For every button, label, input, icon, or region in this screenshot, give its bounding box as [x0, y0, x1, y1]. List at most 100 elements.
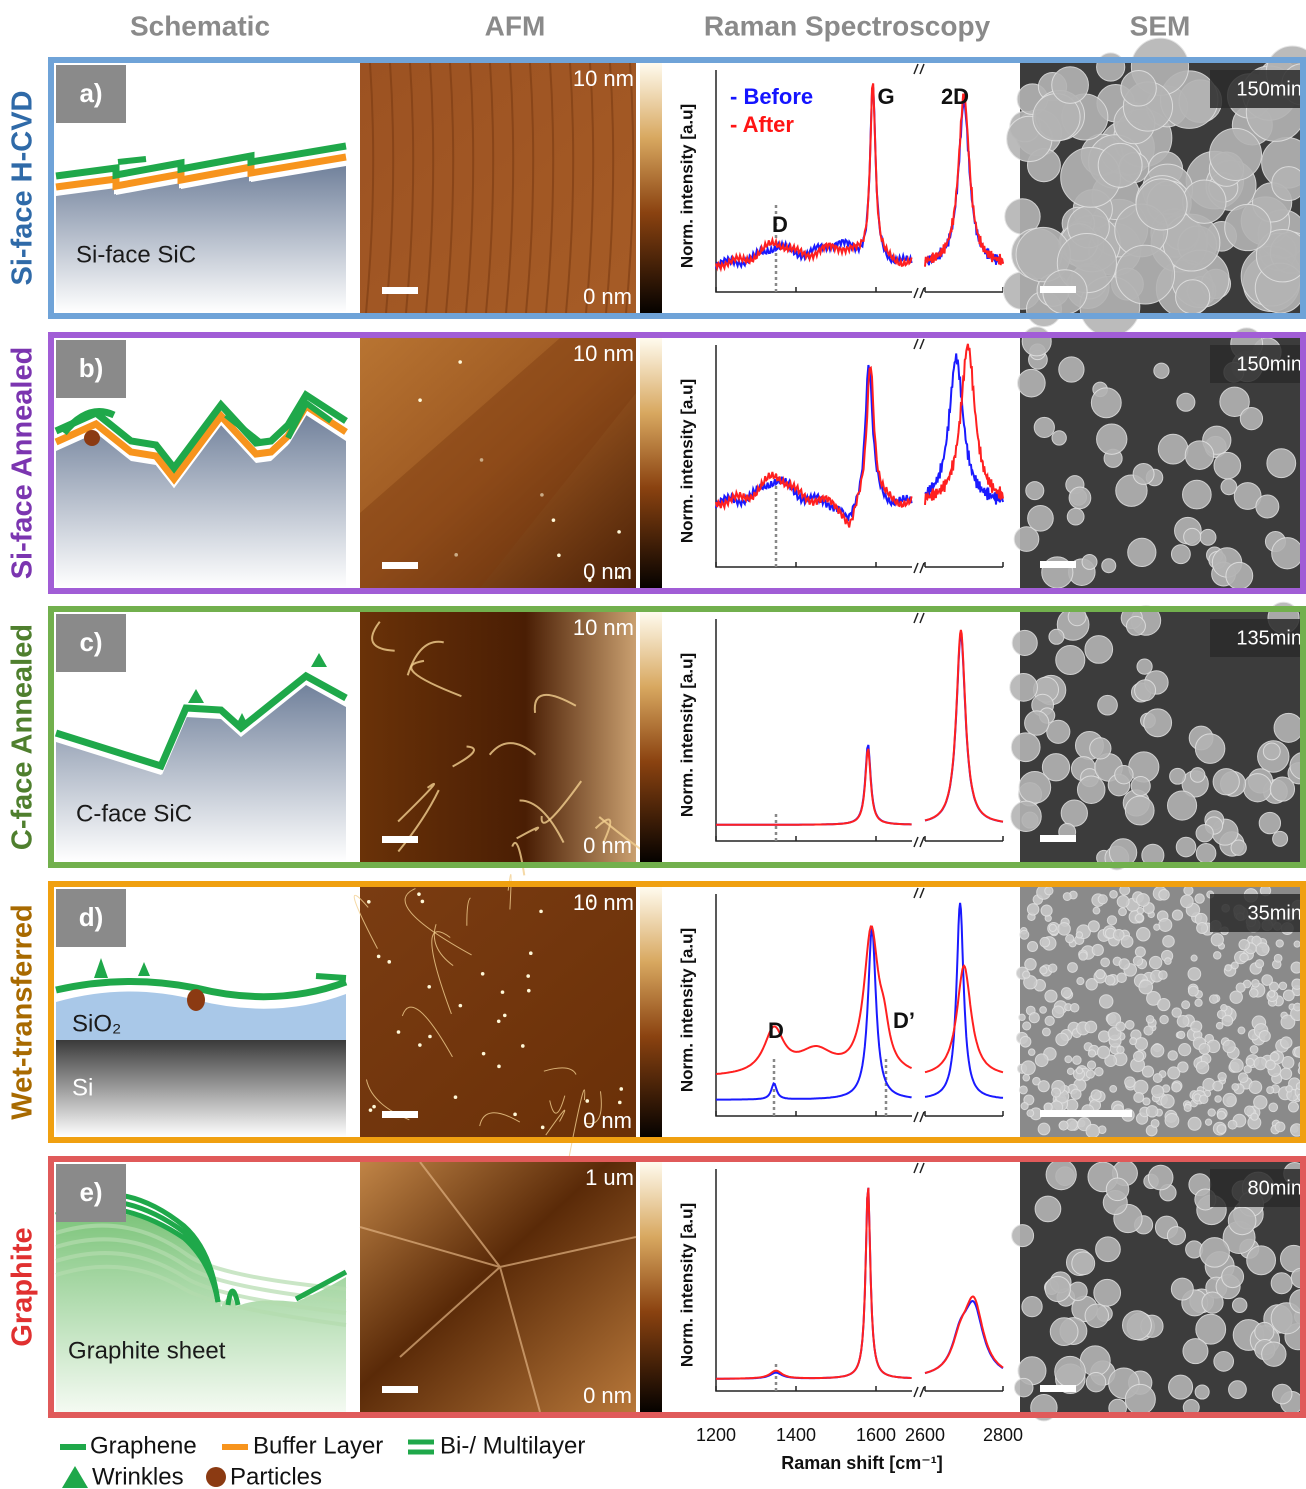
sem-grain [1041, 905, 1052, 916]
afm-particle [418, 1043, 422, 1047]
sem-grain [1268, 991, 1275, 998]
sem-grain [1154, 363, 1169, 378]
sem-grain [1146, 1015, 1154, 1023]
sem-grain [1215, 1096, 1222, 1103]
sem-grain [1125, 1020, 1134, 1029]
sem-grain [1011, 801, 1041, 831]
sem-grain [1286, 1086, 1292, 1092]
column-header: Raman Spectroscopy [704, 10, 991, 41]
sem-grain [1052, 67, 1089, 104]
sem-grain [1259, 1030, 1270, 1041]
afm-particle [497, 1065, 501, 1069]
afm-max-label: 1 um [585, 1165, 634, 1190]
sem-grain [1085, 1021, 1097, 1033]
sem-grain [1022, 1296, 1042, 1316]
sem-grain [1073, 1056, 1081, 1064]
afm-particle [497, 1020, 501, 1024]
sem-grain [1092, 944, 1103, 955]
sem-grain [1165, 1114, 1179, 1128]
sem-grain [1122, 1311, 1151, 1340]
sem-grain [1250, 1046, 1258, 1054]
sem-grain [1188, 1117, 1201, 1130]
column-header: SEM [1130, 10, 1191, 41]
sem-grain [1272, 538, 1303, 569]
sem-grain [1034, 417, 1054, 437]
sem-grain [1239, 939, 1249, 949]
sem-grain [1213, 952, 1220, 959]
afm-max-label: 10 nm [573, 66, 634, 91]
afm-min-label: 0 nm [583, 1108, 632, 1133]
sem-grain [1170, 768, 1186, 784]
afm-particle [539, 910, 543, 914]
sem-grain [1072, 1252, 1095, 1275]
sem-grain [1101, 958, 1110, 967]
sem-grain [1231, 962, 1238, 969]
column-header: AFM [485, 10, 546, 41]
raman-bg [668, 338, 1014, 588]
sem-grain [1280, 1068, 1291, 1079]
sem-grain [1172, 1008, 1181, 1017]
sem-grain [1176, 837, 1196, 857]
sem-grain [1188, 968, 1201, 981]
sem-grain [1028, 1049, 1035, 1056]
sem-grain [1240, 407, 1262, 429]
afm-scale-bar [382, 1111, 418, 1118]
sem-grain [1256, 495, 1279, 518]
sem-grain [1217, 1125, 1226, 1134]
sem-grain [1159, 971, 1168, 980]
sem-grain [1244, 1066, 1251, 1073]
sem-grain [1216, 1022, 1223, 1029]
sem-grain [1113, 930, 1124, 941]
sem-grain [1149, 956, 1161, 968]
sem-grain [1058, 923, 1070, 935]
sem-grain [1200, 529, 1216, 545]
sem-grain [1223, 1040, 1235, 1052]
raman-annotation: - Before [730, 84, 813, 109]
sem-grain [1137, 908, 1143, 914]
sem-grain [1217, 1111, 1225, 1119]
sem-grain [1063, 893, 1071, 901]
bilayer [316, 976, 346, 978]
sem-grain [1045, 887, 1053, 895]
sem-grain [1283, 990, 1294, 1001]
sem-grain [1026, 482, 1044, 500]
sem-grain [1102, 559, 1116, 573]
sem-grain [1214, 452, 1241, 479]
afm-max-label: 10 nm [573, 890, 634, 915]
sem-grain [1153, 1074, 1162, 1083]
sem-grain [1267, 1087, 1274, 1094]
afm-max-label: 10 nm [573, 341, 634, 366]
row-label: Si-face Annealed [7, 347, 39, 580]
sem-grain [1117, 896, 1129, 908]
sem-grain [1168, 791, 1197, 820]
sem-grain [1184, 528, 1201, 545]
afm-particle [454, 1095, 458, 1099]
sem-grain [1135, 680, 1156, 701]
afm-particle [526, 974, 530, 978]
sem-grain [1218, 1072, 1226, 1080]
sem-grain [1100, 995, 1113, 1008]
sem-time: 135min [1236, 627, 1302, 649]
sem-grain [1202, 1292, 1223, 1313]
afm-scale-bar [382, 287, 418, 294]
x-axis-label: Raman shift [cm⁻¹] [781, 1453, 943, 1473]
sem-grain [1133, 463, 1154, 484]
sem-grain [1094, 1279, 1121, 1306]
sem-grain [1050, 1318, 1078, 1346]
sem-grain [1152, 1085, 1164, 1097]
sem-grain [1185, 441, 1214, 470]
column-header: Schematic [130, 10, 270, 41]
sem-grain [1076, 1068, 1082, 1074]
raman-y-label: Norm. intensity [a.u] [677, 1203, 696, 1367]
sem-grain [1271, 1273, 1292, 1294]
sem-scale-bar [1040, 1110, 1132, 1117]
sem-grain [1087, 1061, 1095, 1069]
sem-grain [1183, 480, 1212, 509]
sem-grain [1097, 1046, 1109, 1058]
sem-grain [1270, 777, 1294, 801]
schematic: c)C-face SiC [56, 612, 346, 862]
sem-grain [1098, 895, 1107, 904]
afm-particle [541, 1126, 545, 1130]
sem-grain [1059, 1121, 1068, 1130]
sem-grain [1065, 1056, 1072, 1063]
